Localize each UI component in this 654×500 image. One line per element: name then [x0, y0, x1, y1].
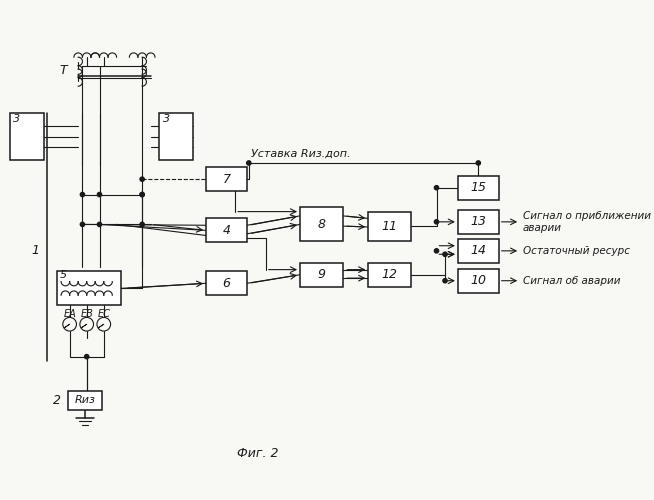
Text: 12: 12: [381, 268, 398, 281]
Bar: [206, 167, 247, 191]
Circle shape: [443, 278, 447, 283]
Circle shape: [80, 222, 84, 226]
Text: 15: 15: [470, 181, 487, 194]
Text: 2: 2: [53, 394, 61, 406]
Circle shape: [97, 222, 101, 226]
Circle shape: [80, 192, 84, 196]
Text: 6: 6: [222, 277, 231, 290]
Bar: [68, 391, 102, 409]
Text: Фиг. 2: Фиг. 2: [237, 446, 278, 460]
Text: 8: 8: [317, 218, 325, 231]
Text: EА: EА: [63, 309, 76, 319]
Bar: [300, 263, 343, 286]
Circle shape: [434, 220, 439, 224]
Text: 5: 5: [60, 270, 67, 280]
Text: 7: 7: [222, 172, 231, 186]
Bar: [57, 272, 121, 306]
Text: Сигнал об аварии: Сигнал об аварии: [523, 276, 620, 285]
Text: 4: 4: [222, 224, 231, 237]
Text: 11: 11: [381, 220, 398, 233]
Text: Остаточный ресурс: Остаточный ресурс: [523, 246, 630, 256]
Bar: [458, 210, 499, 234]
Circle shape: [84, 354, 89, 359]
Text: 1: 1: [32, 244, 40, 256]
Text: Сигнал о приближении
аварии: Сигнал о приближении аварии: [523, 211, 651, 233]
Bar: [368, 212, 411, 242]
Bar: [206, 218, 247, 242]
Circle shape: [140, 192, 145, 196]
Circle shape: [434, 186, 439, 190]
Text: EВ: EВ: [80, 309, 93, 319]
Circle shape: [140, 222, 145, 226]
Circle shape: [434, 248, 439, 253]
Text: EС: EС: [97, 309, 111, 319]
Bar: [368, 263, 411, 286]
Circle shape: [140, 177, 145, 182]
Text: 10: 10: [470, 274, 487, 287]
Text: 14: 14: [470, 244, 487, 258]
Circle shape: [247, 161, 251, 165]
Text: 3: 3: [13, 114, 20, 124]
Text: 13: 13: [470, 216, 487, 228]
Text: 9: 9: [317, 268, 325, 281]
Bar: [458, 269, 499, 292]
Text: Уставка Rиз.доп.: Уставка Rиз.доп.: [250, 148, 350, 158]
Circle shape: [443, 252, 447, 256]
Circle shape: [140, 192, 145, 196]
Text: T: T: [59, 64, 67, 78]
Bar: [458, 176, 499, 200]
Bar: [458, 239, 499, 263]
Text: Rиз: Rиз: [75, 395, 95, 405]
Bar: [10, 114, 44, 160]
Bar: [159, 114, 194, 160]
Circle shape: [97, 192, 101, 196]
Circle shape: [476, 161, 481, 165]
Bar: [300, 208, 343, 242]
Text: 3: 3: [163, 114, 170, 124]
Bar: [206, 272, 247, 295]
